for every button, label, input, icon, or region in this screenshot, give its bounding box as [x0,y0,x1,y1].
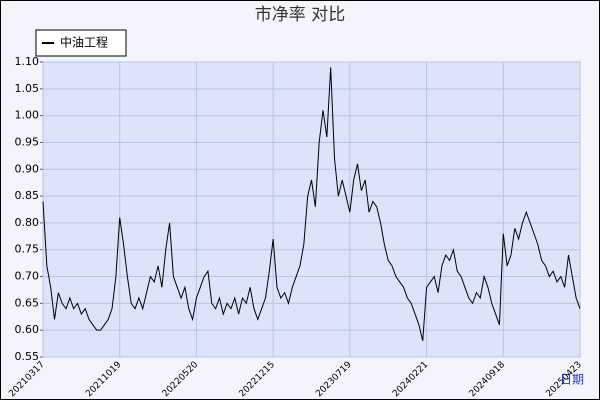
y-tick-label: 1.10 [15,55,40,68]
legend-label: 中油工程 [60,35,108,50]
y-tick-label: 0.95 [15,135,40,148]
y-tick-label: 0.85 [15,189,40,202]
series-line [42,67,581,342]
y-tick-label: 0.90 [15,162,40,175]
y-tick-label: 0.60 [15,323,40,336]
y-tick-label: 1.00 [15,109,40,122]
y-tick-label: 0.70 [15,270,40,283]
y-tick-label: 0.65 [15,296,40,309]
chart-title: 市净率 对比 [255,5,345,25]
y-tick-label: 0.55 [15,350,40,363]
y-tick-label: 0.80 [15,216,40,229]
y-tick-label: 1.05 [15,82,40,95]
plot-area [42,61,581,358]
x-axis-label: 日期 [560,373,584,387]
y-tick-label: 0.75 [15,243,40,256]
